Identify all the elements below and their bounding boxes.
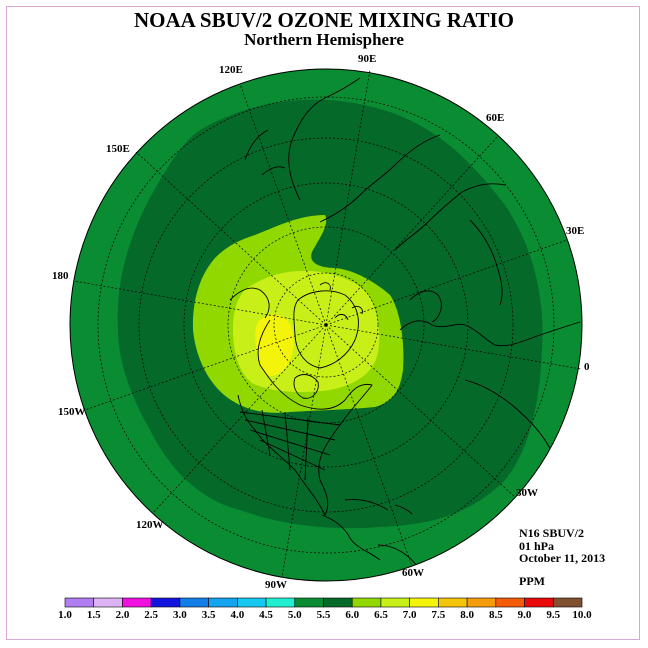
meridian-line <box>152 324 327 514</box>
colorbar-swatch <box>265 597 296 608</box>
latitude-circle <box>273 272 379 378</box>
colorbar-swatch <box>64 597 95 608</box>
colorbar-tick-label: 10.0 <box>572 609 592 621</box>
asia-coast-east <box>288 77 361 201</box>
greenland-coast <box>293 290 359 369</box>
info-date: October 11, 2013 <box>519 551 606 565</box>
colorbar-tick-label: 3.0 <box>173 609 187 621</box>
lon-label-30e: 30E <box>566 225 584 237</box>
meridian-line <box>73 280 327 326</box>
colorbar-tick-label: 4.5 <box>259 609 273 621</box>
meridian-line <box>325 69 371 326</box>
japan-coast <box>244 129 286 176</box>
colorbar-swatch <box>179 597 209 608</box>
meridian-line <box>281 324 327 578</box>
colorbar-tick-label: 7.5 <box>432 609 446 621</box>
colorbar-tick-label: 9.0 <box>518 609 532 621</box>
colorbar-swatch <box>409 597 439 608</box>
meridian-line <box>325 324 582 370</box>
colorbar-tick-label: 2.5 <box>144 609 158 621</box>
meridian-grid <box>73 69 582 578</box>
colorbar-tick-label: 5.0 <box>288 609 302 621</box>
alaska-coast <box>229 287 270 319</box>
colorbar-tick-label: 7.0 <box>403 609 417 621</box>
meridian-line <box>84 324 327 411</box>
meridian-line <box>325 239 568 326</box>
peak-ozone-region <box>255 314 294 376</box>
meridian-line <box>325 324 413 567</box>
colorbar-swatch <box>208 597 238 608</box>
hudson-bay-coast <box>293 374 319 399</box>
colorbar-tick-label: 1.5 <box>87 609 101 621</box>
colorbar-swatch <box>380 597 410 608</box>
colorbar: 1.0 1.5 2.0 2.5 3.0 3.5 4.0 4.5 5.0 5.5 6.0 6.5 7.0 7… <box>58 597 592 621</box>
lon-label-60w: 60W <box>402 567 424 579</box>
latitude-circle <box>97 96 555 554</box>
colorbar-swatch <box>150 597 181 608</box>
latitude-circle <box>183 182 469 468</box>
info-instrument: N16 SBUV/2 <box>519 526 585 540</box>
lon-label-180: 180 <box>52 270 69 282</box>
africa-coast <box>464 379 556 461</box>
siberia-coast <box>394 183 506 251</box>
lon-label-120w: 120W <box>136 519 164 531</box>
lon-label-90e: 90E <box>358 53 376 65</box>
colorbar-swatch <box>495 597 525 608</box>
colorbar-swatch <box>122 597 152 608</box>
colorbar-tick-label: 9.5 <box>546 609 560 621</box>
central-america-coast <box>321 514 381 561</box>
colorbar-tick-label: 5.5 <box>317 609 331 621</box>
meridian-line <box>325 324 516 498</box>
colorbar-swatch <box>237 597 267 608</box>
meridian-line <box>135 151 327 326</box>
meridian-line <box>325 135 499 326</box>
map-boundary <box>69 68 583 582</box>
colorbar-swatch <box>466 597 497 608</box>
colorbar-swatch <box>438 597 468 608</box>
colorbar-tick-label: 8.5 <box>489 609 503 621</box>
map-title: NOAA SBUV/2 OZONE MIXING RATIO <box>134 8 514 32</box>
info-units: PPM <box>519 574 545 588</box>
colorbar-tick-label: 4.0 <box>230 609 244 621</box>
colorbar-tick-label: 2.0 <box>116 609 130 621</box>
scandinavia-coast <box>409 290 442 323</box>
colorbar-tick-label: 3.5 <box>202 609 216 621</box>
colorbar-swatch <box>351 597 382 608</box>
colorbar-tick-label: 6.0 <box>345 609 359 621</box>
colorbar-tick-label: 1.0 <box>58 609 72 621</box>
colorbar-tick-label: 8.0 <box>460 609 474 621</box>
map-subtitle: Northern Hemisphere <box>244 30 404 49</box>
lon-label-120e: 120E <box>219 64 243 76</box>
arabia-coast <box>469 219 503 306</box>
arctic-islands <box>319 282 363 321</box>
lon-label-150w: 150W <box>58 406 86 418</box>
longitude-labels: 90E 60E 30E 0 30W 60W 90W 120W 150W 180 … <box>52 53 590 591</box>
colorbar-swatch <box>294 597 324 608</box>
lon-label-60e: 60E <box>486 112 504 124</box>
colorbar-swatch <box>524 597 554 608</box>
lon-label-30w: 30W <box>516 487 538 499</box>
info-level: 01 hPa <box>519 539 555 553</box>
asia-coast-north <box>319 134 441 223</box>
lon-label-150e: 150E <box>106 143 130 155</box>
lon-label-90w: 90W <box>265 579 287 591</box>
meridian-line <box>239 83 327 326</box>
canada-grid-lines <box>239 409 341 481</box>
caribbean-coast <box>344 499 413 515</box>
colorbar-swatch <box>93 597 123 608</box>
colorbar-tick-label: 6.5 <box>374 609 388 621</box>
colorbar-swatch <box>552 597 583 608</box>
europe-coast <box>399 320 581 347</box>
lon-label-0: 0 <box>584 361 590 373</box>
figure-frame <box>6 6 640 640</box>
colorbar-swatch <box>323 597 353 608</box>
